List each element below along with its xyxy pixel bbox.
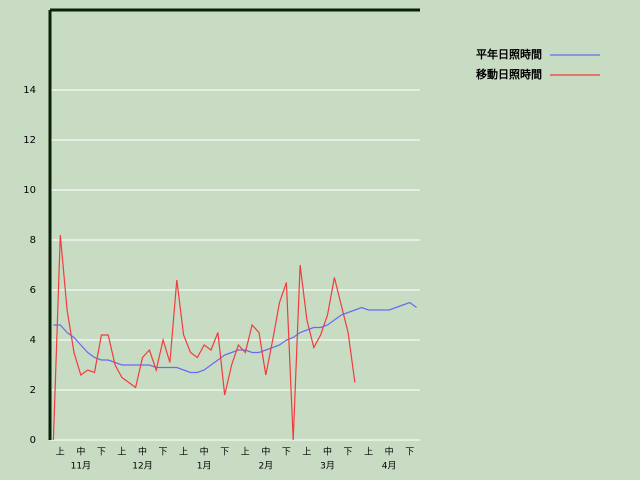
x-tick-label: 上	[302, 447, 311, 458]
y-tick-label: 0	[30, 435, 36, 446]
x-tick-label: 上	[179, 447, 188, 458]
legend-label: 移動日照時間	[476, 67, 542, 81]
x-tick-label: 中	[323, 446, 332, 458]
y-tick-label: 14	[23, 85, 36, 96]
x-tick-label: 中	[76, 446, 85, 458]
x-tick-label: 下	[344, 448, 353, 458]
month-label: 1月	[197, 461, 212, 472]
x-tick-label: 中	[138, 446, 147, 458]
month-label: 4月	[382, 461, 397, 472]
x-tick-label: 上	[117, 447, 126, 458]
y-tick-label: 8	[30, 235, 36, 246]
y-tick-label: 10	[23, 185, 36, 196]
y-tick-label: 6	[30, 285, 36, 296]
x-tick-label: 下	[220, 448, 229, 458]
x-tick-label: 上	[56, 447, 65, 458]
x-tick-label: 下	[282, 448, 291, 458]
x-tick-label: 上	[241, 447, 250, 458]
y-tick-label: 12	[23, 135, 36, 146]
x-tick-label: 中	[385, 446, 394, 458]
x-tick-label: 下	[97, 448, 106, 458]
y-tick-label: 4	[30, 335, 36, 346]
month-label: 12月	[132, 461, 152, 472]
month-label: 11月	[71, 461, 91, 472]
month-label: 2月	[258, 461, 273, 472]
x-tick-label: 下	[405, 448, 414, 458]
x-tick-label: 中	[261, 446, 270, 458]
x-tick-label: 中	[200, 446, 209, 458]
x-tick-label: 上	[364, 447, 373, 458]
legend-label: 平年日照時間	[476, 47, 542, 61]
series-line	[52, 234, 356, 441]
y-tick-label: 2	[30, 385, 36, 396]
x-tick-label: 下	[159, 448, 168, 458]
month-label: 3月	[320, 461, 335, 472]
